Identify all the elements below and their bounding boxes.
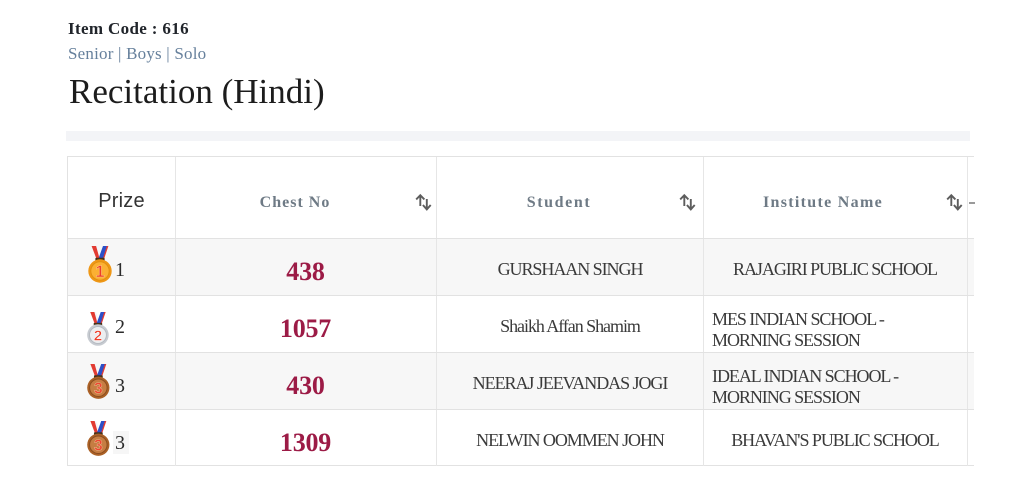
svg-text:1: 1 [95, 263, 104, 281]
svg-text:3: 3 [94, 380, 103, 397]
svg-text:2: 2 [94, 328, 102, 345]
svg-text:3: 3 [94, 437, 103, 454]
